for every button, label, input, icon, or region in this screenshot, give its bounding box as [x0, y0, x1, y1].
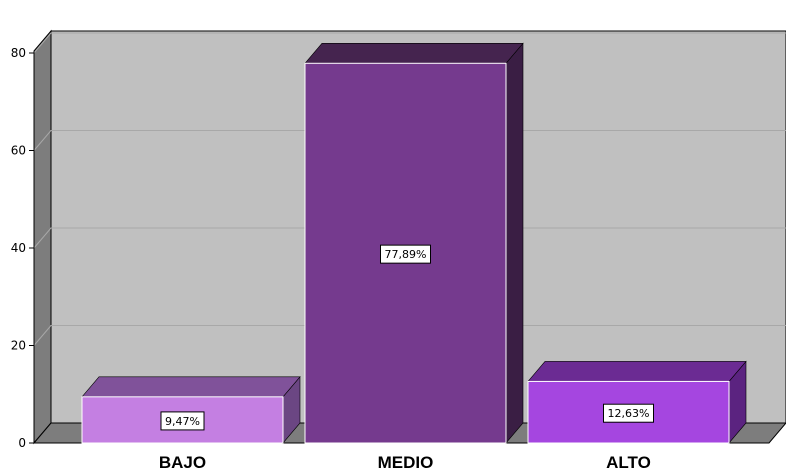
bar-top	[81, 376, 301, 398]
data-label-box	[380, 244, 431, 264]
bar-medio: 77,89%	[304, 42, 524, 444]
gridline	[33, 130, 786, 151]
bars: 9,47% 77,89% 12,63%	[81, 42, 747, 444]
x-tick-label: ALTO	[606, 453, 651, 472]
x-tick-label: BAJO	[159, 453, 206, 472]
bar-side	[505, 42, 524, 444]
bar-top	[527, 361, 747, 382]
category-labels: BAJO MEDIO ALTO	[159, 453, 651, 472]
gridline	[33, 325, 786, 346]
left-wall	[33, 29, 52, 445]
y-tick-label: 40	[11, 241, 26, 255]
y-tick-label: 60	[11, 144, 26, 158]
bar-alto: 12,63%	[527, 360, 747, 444]
gridline	[33, 227, 786, 249]
x-tick-label: MEDIO	[378, 453, 434, 472]
y-tick-label: 0	[18, 436, 26, 450]
data-label: 12,63%	[608, 407, 650, 420]
bar-top	[304, 42, 524, 64]
gridline	[33, 32, 786, 54]
data-label: 9,47%	[165, 415, 200, 428]
gridlines	[33, 32, 786, 346]
data-label-box	[160, 411, 205, 431]
data-label: 77,89%	[385, 248, 427, 261]
data-label-box	[603, 403, 654, 423]
y-axis: 0 20 40 60 80	[11, 46, 35, 450]
y-tick-label: 80	[11, 46, 26, 60]
bar-bajo: 9,47%	[81, 376, 301, 444]
y-tick-label: 20	[11, 339, 26, 353]
